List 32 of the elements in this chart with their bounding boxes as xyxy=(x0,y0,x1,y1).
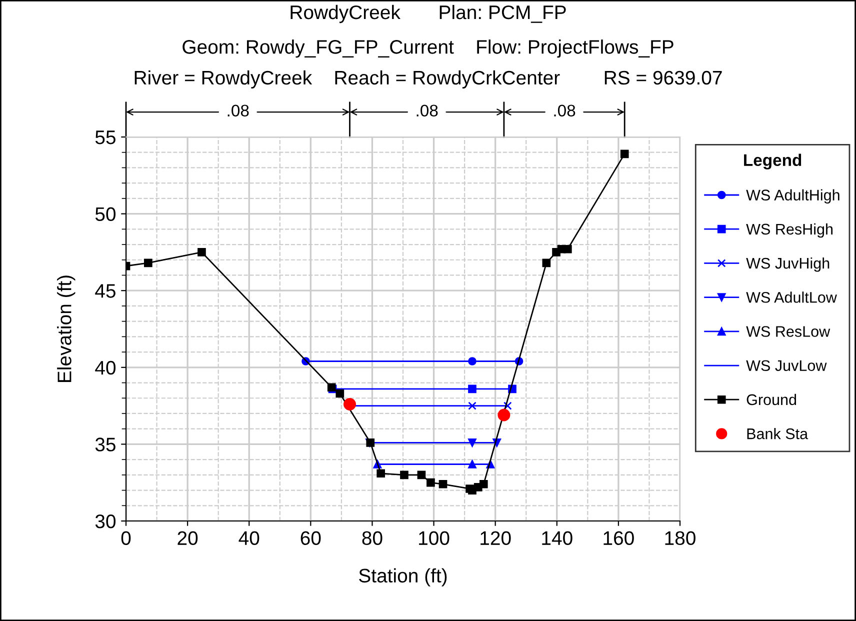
x-tick-label: 100 xyxy=(419,531,450,546)
x-tick-label: 160 xyxy=(604,531,634,546)
text: .08 xyxy=(554,104,576,117)
legend-label: WS ResHigh xyxy=(746,223,833,238)
chart-title: RowdyCreek Plan: PCM_FP xyxy=(290,4,566,24)
legend-label: WS ResLow xyxy=(746,326,830,337)
x-tick-label: 20 xyxy=(178,531,198,546)
legend-label: Bank Sta xyxy=(747,428,808,440)
text: .08 xyxy=(228,104,249,117)
legend-label: WS AdultLow xyxy=(746,292,837,303)
y-tick-label: 45 xyxy=(95,284,116,298)
legend-label: WS AdultHigh xyxy=(746,189,840,204)
y-tick-label: 30 xyxy=(95,514,116,528)
x-tick-label: 40 xyxy=(238,531,260,546)
legend-label: Ground xyxy=(746,394,796,406)
chart-subtitle: Geom: Rowdy_FG_FP_Current Flow: ProjectFlows_FP River = RowdyCreek Reach = RowdyCrkCenter RS = 9639.07 xyxy=(134,40,722,88)
x-tick-label: 0 xyxy=(121,531,131,546)
x-tick-label: 120 xyxy=(480,531,511,546)
y-tick-label: 50 xyxy=(95,207,116,222)
legend-label: WS JuvHigh xyxy=(746,257,830,272)
x-axis-title: Station (ft) xyxy=(359,568,447,586)
text: .08 xyxy=(416,104,438,117)
x-tick-label: 140 xyxy=(542,531,572,546)
legend-label: WS JuvLow xyxy=(746,360,827,372)
x-tick-label: 180 xyxy=(665,531,696,546)
legend-title: Legend xyxy=(744,154,802,170)
y-tick-label: 55 xyxy=(95,130,116,144)
y-tick-label: 40 xyxy=(95,360,116,375)
x-tick-label: 60 xyxy=(300,531,321,546)
y-tick-label: 35 xyxy=(95,438,116,452)
x-tick-label: 80 xyxy=(362,531,382,546)
y-axis-title: Elevation (ft) xyxy=(57,276,76,382)
